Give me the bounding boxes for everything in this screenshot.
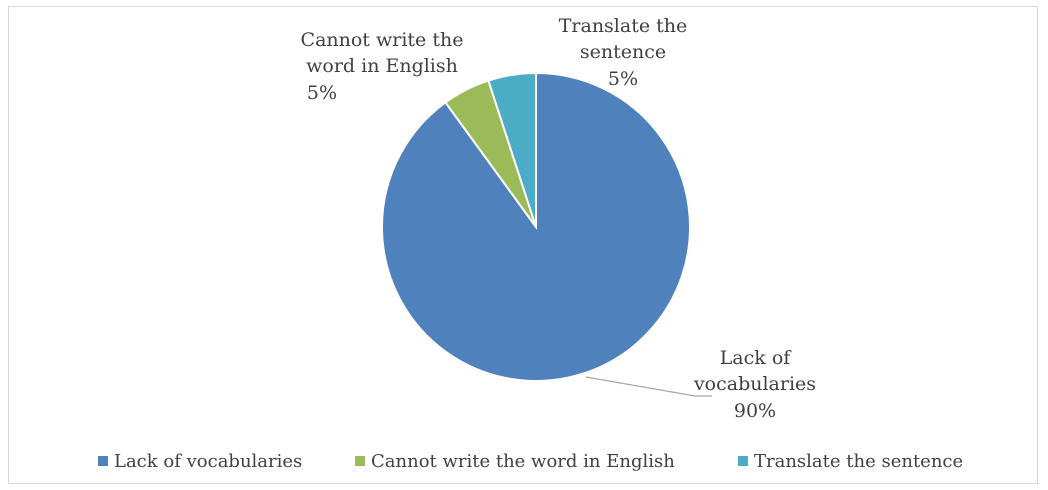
slice-value-label: 5% — [307, 82, 337, 104]
slice-label-lack-of-vocabularies: Lack of vocabularies 90% — [693, 347, 816, 422]
slice-label-translate: Translate the sentence 5% — [559, 15, 688, 90]
slice-label-line: Cannot write the — [301, 29, 464, 51]
pie-slice-translate — [487, 71, 537, 228]
legend-label: Translate the sentence — [754, 451, 963, 472]
slice-label-line: word in English — [306, 55, 458, 77]
slice-label-line: Lack of — [720, 347, 793, 369]
slice-label-line: sentence — [580, 41, 666, 63]
slice-label-line: Translate the — [559, 15, 688, 37]
legend-label: Cannot write the word in English — [371, 451, 675, 472]
legend-label: Lack of vocabularies — [114, 451, 302, 472]
pie-slices — [381, 71, 691, 382]
slice-label-cannot-write: Cannot write the word in English 5% — [301, 29, 464, 104]
legend: Lack of vocabularies Cannot write the wo… — [98, 451, 963, 472]
leader-line-lack-of-vocabularies — [585, 376, 712, 397]
slice-label-line: vocabularies — [693, 373, 816, 395]
slice-value-label: 5% — [608, 68, 638, 90]
legend-swatch-translate — [738, 456, 748, 466]
slice-value-label: 90% — [734, 400, 776, 422]
legend-swatch-lack-of-vocabularies — [98, 456, 108, 466]
leader-lines — [585, 376, 712, 397]
legend-swatch-cannot-write — [355, 456, 365, 466]
